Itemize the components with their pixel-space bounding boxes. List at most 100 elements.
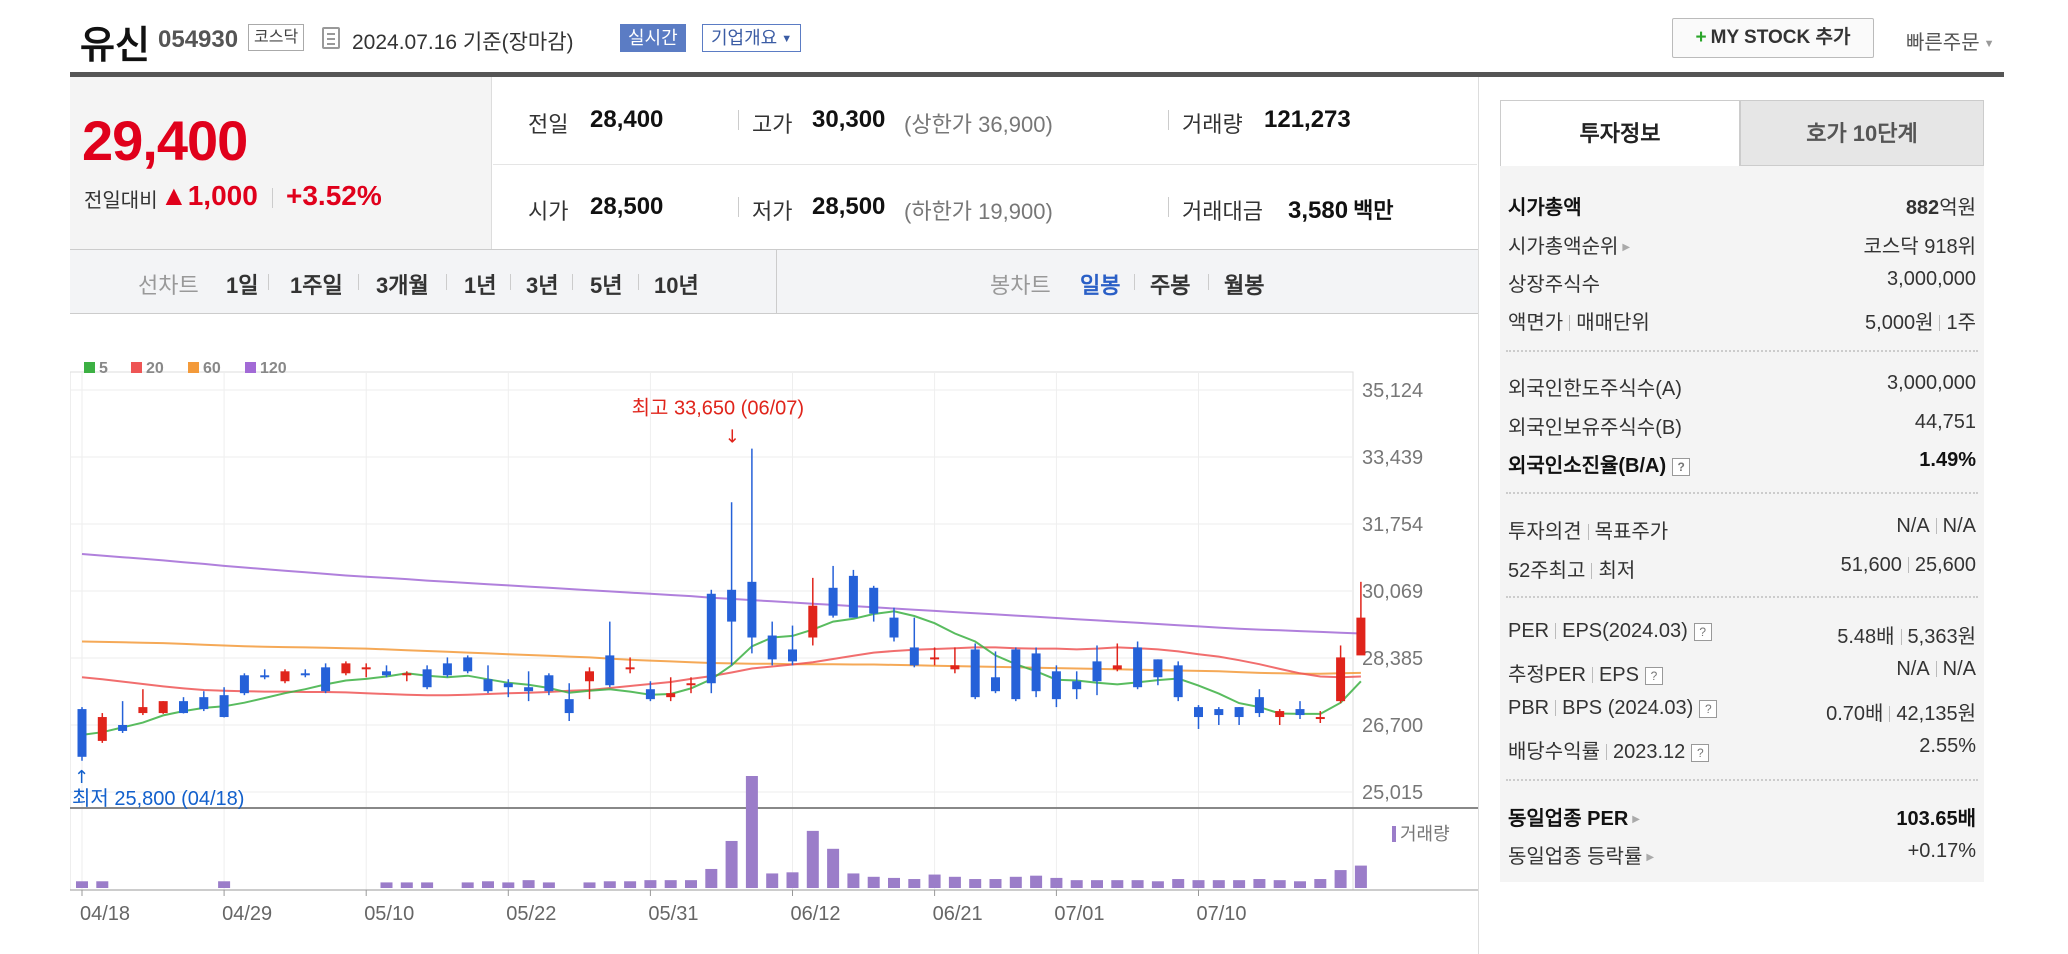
pipe-divider [1168,197,1169,217]
add-mystock-button[interactable]: + MY STOCK 추가 [1672,18,1874,58]
period-1year[interactable]: 1년 [464,273,497,298]
help-icon[interactable]: ? [1644,667,1663,685]
volume-bar [948,876,961,888]
pbr-label: PBR BPS (2024.03)? [1508,697,1718,720]
value-separator [1907,557,1909,573]
help-icon[interactable]: ? [1691,744,1710,762]
prev-close-label: 전일 [528,112,569,137]
volume-bar [400,882,413,888]
est-per-value: N/A N/A [1896,658,1976,681]
est-eps-value: N/A [1942,658,1976,680]
candle-body [97,717,107,741]
per-row: PER EPS(2024.03)? 5.48배 5,363원 [1508,620,1976,650]
candle-body [1254,697,1264,714]
candle-body [138,707,148,714]
candle-body [1133,647,1143,688]
est-per-row: 추정PER EPS? N/A N/A [1508,658,1976,688]
prev-close-value: 28,400 [590,106,664,133]
stock-name: 유신 [80,25,150,67]
candle-body [828,587,838,616]
volume-bar [1172,879,1185,888]
quick-order-button[interactable]: 빠른주문 ▼ [1906,26,1995,55]
volume-bar [1294,881,1306,888]
foreign-ratio-row: 외국인소진율(B/A)? 1.49% [1508,449,1976,479]
volume-bar [1009,876,1022,888]
y-tick-label: 28,385 [1362,648,1423,670]
period-weekly[interactable]: 주봉 [1150,273,1191,298]
volume-bar [624,881,637,888]
period-sep [268,274,269,290]
help-icon[interactable]: ? [1672,458,1691,476]
candle-body [788,649,797,662]
price-chart[interactable]: 35,124 33,439 31,754 30,069 28,385 26,700 25,0… [70,314,1478,954]
high-label: 고가 [752,112,793,137]
high-annotation: 최고 33,650 (06/07) [632,397,804,420]
period-5year[interactable]: 5년 [590,273,623,298]
caret-right-icon: ▶ [1622,242,1631,253]
foreign-limit-row: 외국인한도주식수(A) 3,000,000 [1508,372,1976,402]
volume-bar [1192,880,1205,888]
foreign-ratio-value: 1.49% [1919,449,1976,471]
listed-shares-row: 상장주식수 3,000,000 [1508,268,1976,298]
foreign-hold-label: 외국인보유주식수(B) [1508,417,1682,439]
company-overview-button[interactable]: 기업개요 ▼ [702,24,802,52]
lower-limit: (하한가 19,900) [904,199,1053,224]
industry-change-label[interactable]: 동일업종 등락률 ▶ [1508,840,1654,869]
period-sep [1134,274,1135,290]
par-value-row: 액면가 매매단위 5,000원 1주 [1508,306,1976,336]
candle-body [361,667,371,670]
legend-label: 60 [203,360,221,377]
amount-number: 3,580 [1288,197,1349,224]
low-annotation: 최저 25,800 (04/18) [72,787,244,810]
period-3year[interactable]: 3년 [526,273,559,298]
candle-body [1315,717,1325,720]
help-icon[interactable]: ? [1693,623,1712,641]
volume-bar [461,882,474,888]
caret-right-icon: ▶ [1646,852,1655,863]
period-1week[interactable]: 1주일 [290,273,343,298]
tab-investment-info[interactable]: 투자정보 [1500,100,1740,166]
realtime-button[interactable]: 실시간 [620,24,686,52]
candle-body [199,697,209,710]
legend-swatch [84,362,95,373]
est-eps-label: EPS [1598,664,1639,686]
quote-bottom-divider [70,249,1478,250]
y-tick-label: 35,124 [1362,380,1423,402]
tab-order-book[interactable]: 호가 10단계 [1740,100,1984,166]
candle-body [321,667,331,692]
up-triangle-icon: ▲ [160,180,188,211]
period-10year[interactable]: 10년 [654,273,699,298]
period-daily[interactable]: 일봉 [1080,273,1121,298]
label-separator [1591,667,1593,683]
caret-right-icon: ▶ [1632,814,1640,825]
candle-body [767,635,777,660]
candle-body [869,587,879,614]
candle-body [503,683,513,688]
value-separator [1889,706,1891,722]
y-tick-label: 26,700 [1362,715,1423,737]
candle-body [280,671,290,682]
foreign-ratio-label: 외국인소진율(B/A)? [1508,449,1691,478]
opinion-value: N/A N/A [1896,515,1976,538]
period-1day[interactable]: 1일 [226,273,259,298]
market-cap-rank-label[interactable]: 시가총액순위 ▶ [1508,230,1630,259]
volume-bar [745,776,758,888]
candle-body [544,675,554,692]
candle-body [909,647,919,666]
help-icon[interactable]: ? [1699,700,1718,718]
est-per-value-text: N/A [1896,658,1930,680]
period-3month[interactable]: 3개월 [376,273,429,298]
opinion-label: 투자의견 목표주가 [1508,515,1668,544]
candle-body [118,724,128,731]
candle-body [463,657,473,672]
volume-bar [1030,875,1043,888]
volume-bar [705,868,718,888]
volume-bar [928,874,941,888]
moving-average-5 [81,610,1362,736]
volume-label: 거래량 [1400,824,1450,844]
high-value: 30,300 [812,106,886,133]
period-monthly[interactable]: 월봉 [1224,273,1265,298]
info-tabs: 투자정보 호가 10단계 [1500,100,1984,166]
industry-per-label[interactable]: 동일업종 PER ▶ [1508,802,1640,831]
foreign-hold-value: 44,751 [1914,411,1976,433]
